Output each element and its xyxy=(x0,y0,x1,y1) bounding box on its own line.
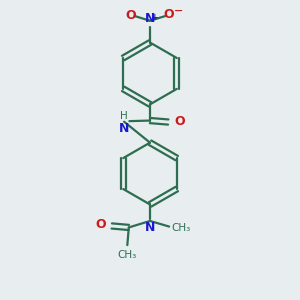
Text: O: O xyxy=(95,218,106,231)
Text: H: H xyxy=(120,111,128,121)
Text: +: + xyxy=(151,13,159,22)
Text: CH₃: CH₃ xyxy=(172,223,191,233)
Text: N: N xyxy=(145,12,155,26)
Text: N: N xyxy=(145,221,155,234)
Text: CH₃: CH₃ xyxy=(118,250,137,260)
Text: O: O xyxy=(125,9,136,22)
Text: −: − xyxy=(174,6,183,16)
Text: O: O xyxy=(174,115,185,128)
Text: O: O xyxy=(164,8,174,21)
Text: N: N xyxy=(119,122,129,135)
